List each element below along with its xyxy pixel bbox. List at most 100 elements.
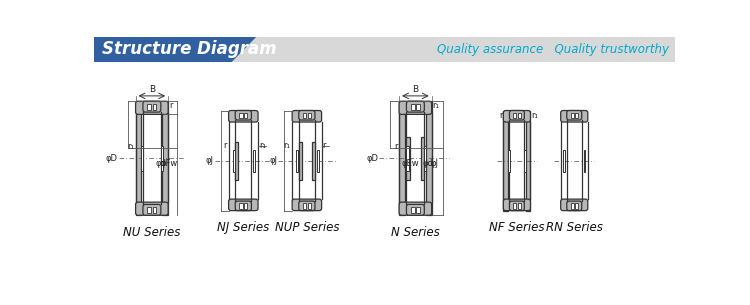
Bar: [298, 142, 302, 180]
Text: r: r: [499, 111, 502, 120]
Text: φFw: φFw: [160, 159, 178, 168]
Text: NJ Series: NJ Series: [217, 221, 269, 235]
Bar: [503, 110, 508, 211]
Text: φd: φd: [423, 159, 433, 168]
FancyBboxPatch shape: [503, 199, 530, 211]
Bar: [406, 137, 410, 180]
Bar: [244, 113, 248, 118]
Bar: [513, 203, 516, 209]
Text: φEw: φEw: [401, 159, 419, 168]
FancyBboxPatch shape: [406, 101, 424, 112]
Bar: [141, 146, 143, 171]
Bar: [308, 203, 310, 209]
Bar: [526, 110, 530, 211]
Bar: [136, 101, 141, 215]
FancyBboxPatch shape: [509, 201, 524, 211]
FancyBboxPatch shape: [143, 204, 160, 215]
Bar: [411, 104, 415, 109]
Bar: [153, 207, 156, 213]
Text: φJ: φJ: [269, 156, 278, 165]
Bar: [303, 203, 306, 209]
Bar: [563, 149, 565, 172]
Text: NUP Series: NUP Series: [274, 221, 339, 235]
Text: r₁: r₁: [531, 111, 538, 120]
FancyBboxPatch shape: [561, 110, 588, 122]
FancyBboxPatch shape: [229, 110, 258, 122]
FancyBboxPatch shape: [567, 201, 582, 211]
Text: NF Series: NF Series: [489, 221, 544, 235]
Bar: [575, 203, 578, 209]
Bar: [239, 113, 242, 118]
Bar: [426, 101, 432, 215]
Text: r₁: r₁: [259, 141, 266, 150]
FancyBboxPatch shape: [236, 110, 251, 120]
Text: B: B: [148, 85, 155, 94]
Bar: [416, 104, 420, 109]
Polygon shape: [94, 37, 256, 62]
Bar: [244, 203, 248, 209]
Bar: [571, 113, 574, 118]
FancyBboxPatch shape: [406, 204, 424, 215]
FancyBboxPatch shape: [143, 101, 160, 112]
Bar: [575, 113, 578, 118]
Text: RN Series: RN Series: [546, 221, 603, 235]
FancyBboxPatch shape: [399, 101, 432, 114]
FancyBboxPatch shape: [503, 110, 530, 122]
Bar: [160, 146, 163, 171]
Bar: [308, 113, 310, 118]
Text: φd: φd: [156, 159, 166, 168]
Bar: [518, 203, 520, 209]
Bar: [411, 207, 415, 213]
Text: φJ: φJ: [430, 159, 439, 168]
Bar: [416, 207, 420, 213]
Text: r: r: [224, 141, 227, 150]
Text: NU Series: NU Series: [123, 226, 181, 239]
Bar: [508, 149, 510, 172]
Bar: [424, 146, 426, 171]
Text: r: r: [322, 141, 326, 150]
FancyBboxPatch shape: [509, 110, 524, 120]
Bar: [421, 137, 424, 180]
FancyBboxPatch shape: [292, 110, 322, 122]
Bar: [518, 113, 520, 118]
Bar: [236, 142, 238, 180]
Bar: [254, 149, 256, 172]
FancyBboxPatch shape: [567, 110, 582, 120]
FancyBboxPatch shape: [298, 110, 315, 120]
FancyBboxPatch shape: [292, 199, 322, 211]
Text: φD: φD: [106, 154, 118, 163]
Bar: [399, 101, 405, 215]
FancyBboxPatch shape: [136, 101, 168, 114]
Bar: [148, 207, 151, 213]
Text: N Series: N Series: [391, 226, 439, 239]
Text: Structure Diagram: Structure Diagram: [101, 40, 276, 58]
Text: φJ: φJ: [206, 156, 214, 165]
Bar: [153, 104, 156, 109]
FancyBboxPatch shape: [561, 199, 588, 211]
Text: Quality assurance   Quality trustworthy: Quality assurance Quality trustworthy: [436, 43, 669, 56]
Text: r: r: [394, 142, 398, 151]
Bar: [406, 146, 409, 171]
Text: r: r: [169, 101, 172, 110]
FancyBboxPatch shape: [236, 201, 251, 211]
FancyBboxPatch shape: [229, 199, 258, 211]
Text: φD: φD: [366, 154, 378, 163]
Text: B: B: [413, 85, 419, 94]
Bar: [513, 113, 516, 118]
Text: r₁: r₁: [433, 101, 439, 110]
FancyBboxPatch shape: [298, 201, 315, 211]
Bar: [239, 203, 242, 209]
Text: r₁: r₁: [128, 142, 134, 151]
Bar: [571, 203, 574, 209]
Bar: [232, 149, 235, 172]
Bar: [94, 37, 675, 62]
FancyBboxPatch shape: [136, 202, 168, 215]
Bar: [296, 149, 298, 172]
Bar: [312, 142, 315, 180]
Bar: [584, 149, 586, 172]
Bar: [148, 104, 151, 109]
Bar: [316, 149, 319, 172]
FancyBboxPatch shape: [399, 202, 432, 215]
Text: r₁: r₁: [284, 141, 290, 150]
Bar: [524, 149, 526, 172]
